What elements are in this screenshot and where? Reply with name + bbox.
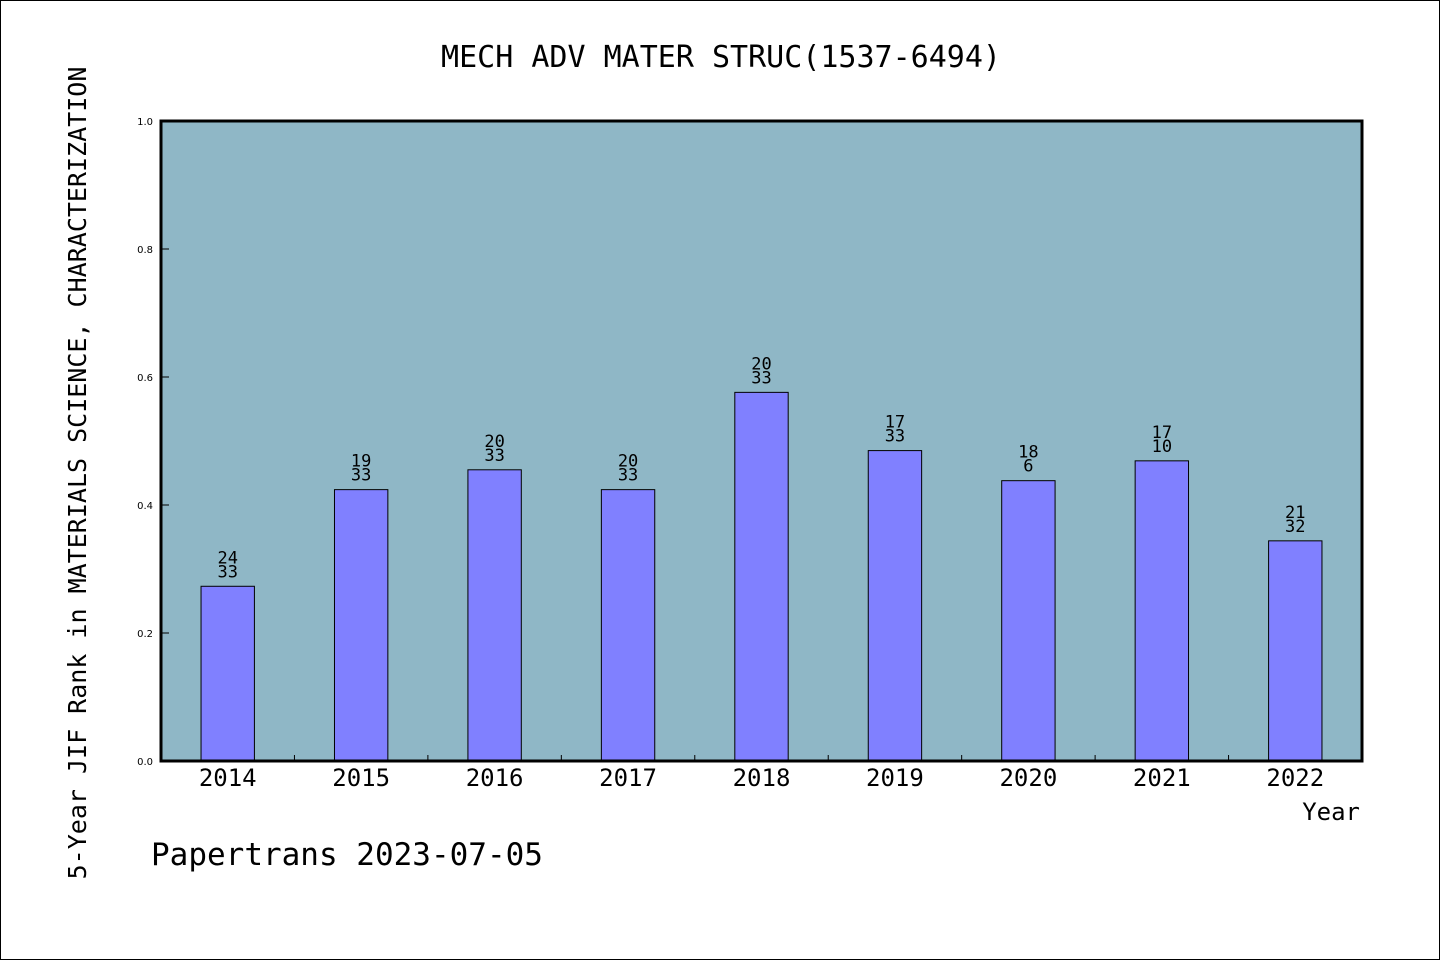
bar-label-total: 33 xyxy=(351,466,371,486)
bar-label-rank: 19 xyxy=(351,452,371,472)
x-tick-label: 2016 xyxy=(466,764,524,792)
bar-2016 xyxy=(467,469,522,762)
bar-label-rank: 20 xyxy=(484,432,504,452)
bar-2021 xyxy=(1134,460,1190,762)
bar-label-total: 32 xyxy=(1285,517,1305,537)
bar-label-rank: 17 xyxy=(885,413,905,433)
bar-label-rank: 20 xyxy=(751,354,771,374)
bar-label-total: 33 xyxy=(618,466,638,486)
x-axis-label: Year xyxy=(1302,798,1360,826)
plot-border xyxy=(159,119,1364,763)
bar-2017 xyxy=(600,489,656,762)
bar-2018 xyxy=(734,391,789,762)
x-tick-label: 2022 xyxy=(1266,764,1324,792)
x-tick-label: 2014 xyxy=(199,764,257,792)
y-tick-label: 0.0 xyxy=(137,757,153,768)
bar-2022 xyxy=(1268,540,1323,762)
bar-label-rank: 18 xyxy=(1018,443,1038,463)
bar-label-rank: 17 xyxy=(1152,423,1172,443)
y-tick-label: 1.0 xyxy=(137,117,153,128)
bar-label-total: 10 xyxy=(1152,437,1172,457)
footer-credit: Papertrans 2023-07-05 xyxy=(151,837,543,873)
bar-label-rank: 24 xyxy=(217,548,237,568)
bar-2019 xyxy=(867,450,923,762)
x-tick-label: 2018 xyxy=(733,764,791,792)
x-tick-label: 2017 xyxy=(599,764,657,792)
bar-label-rank: 20 xyxy=(618,452,638,472)
x-tick-label: 2015 xyxy=(332,764,390,792)
bar-label-rank: 21 xyxy=(1285,503,1305,523)
y-tick-label: 0.4 xyxy=(137,501,153,512)
y-tick-label: 0.2 xyxy=(137,629,153,640)
y-axis-label: 5-Year JIF Rank in MATERIALS SCIENCE, CH… xyxy=(63,67,92,880)
bar-2020 xyxy=(1001,480,1056,762)
x-tick-label: 2021 xyxy=(1133,764,1191,792)
x-tick-label: 2020 xyxy=(999,764,1057,792)
chart-title: MECH ADV MATER STRUC(1537-6494) xyxy=(441,40,1001,75)
bar-2015 xyxy=(333,489,389,762)
bar-label-total: 33 xyxy=(751,368,771,388)
bar-label-total: 33 xyxy=(217,562,237,582)
bar-label-total: 33 xyxy=(484,446,504,466)
bar-label-total: 33 xyxy=(885,427,905,447)
y-tick-label: 0.8 xyxy=(137,245,153,256)
y-tick-label: 0.6 xyxy=(137,373,153,384)
x-tick-label: 2019 xyxy=(866,764,924,792)
bar-label-total: 6 xyxy=(1023,457,1033,477)
bar-2014 xyxy=(200,585,255,762)
